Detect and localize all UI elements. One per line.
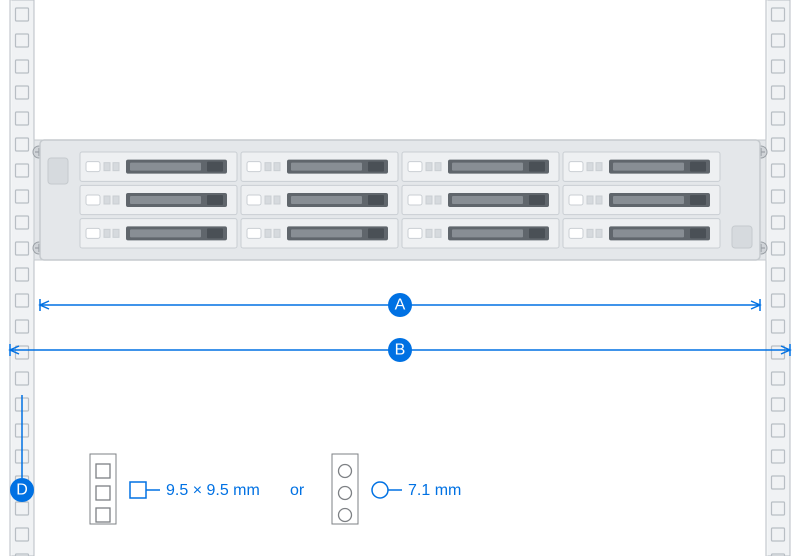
- legend-connector: or: [290, 482, 305, 499]
- drive-bay: [563, 185, 720, 214]
- drive-bay: [80, 219, 237, 248]
- drive-bay: [80, 152, 237, 181]
- drive-bay: [563, 152, 720, 181]
- rack-rail-right: [766, 0, 790, 556]
- dimension-badge-label: B: [395, 342, 406, 359]
- drive-bay: [241, 152, 398, 181]
- drive-bay: [402, 185, 559, 214]
- drive-bay: [241, 185, 398, 214]
- legend: 9.5 × 9.5 mm or 7.1 mm: [90, 454, 461, 524]
- square-hole-icon: [130, 482, 146, 498]
- dimension-badge-label: D: [16, 482, 28, 499]
- dimension-badge-label: A: [395, 297, 406, 314]
- drive-bay: [402, 152, 559, 181]
- drive-bay: [402, 219, 559, 248]
- square-hole-label: 9.5 × 9.5 mm: [166, 482, 260, 499]
- drive-bay: [241, 219, 398, 248]
- circle-hole-icon: [372, 482, 388, 498]
- circle-hole-label: 7.1 mm: [408, 482, 461, 499]
- drive-bay: [80, 185, 237, 214]
- drive-bay: [563, 219, 720, 248]
- rack-device: [33, 140, 767, 260]
- dimension-a: A: [40, 293, 760, 317]
- dimension-b: B: [10, 338, 790, 362]
